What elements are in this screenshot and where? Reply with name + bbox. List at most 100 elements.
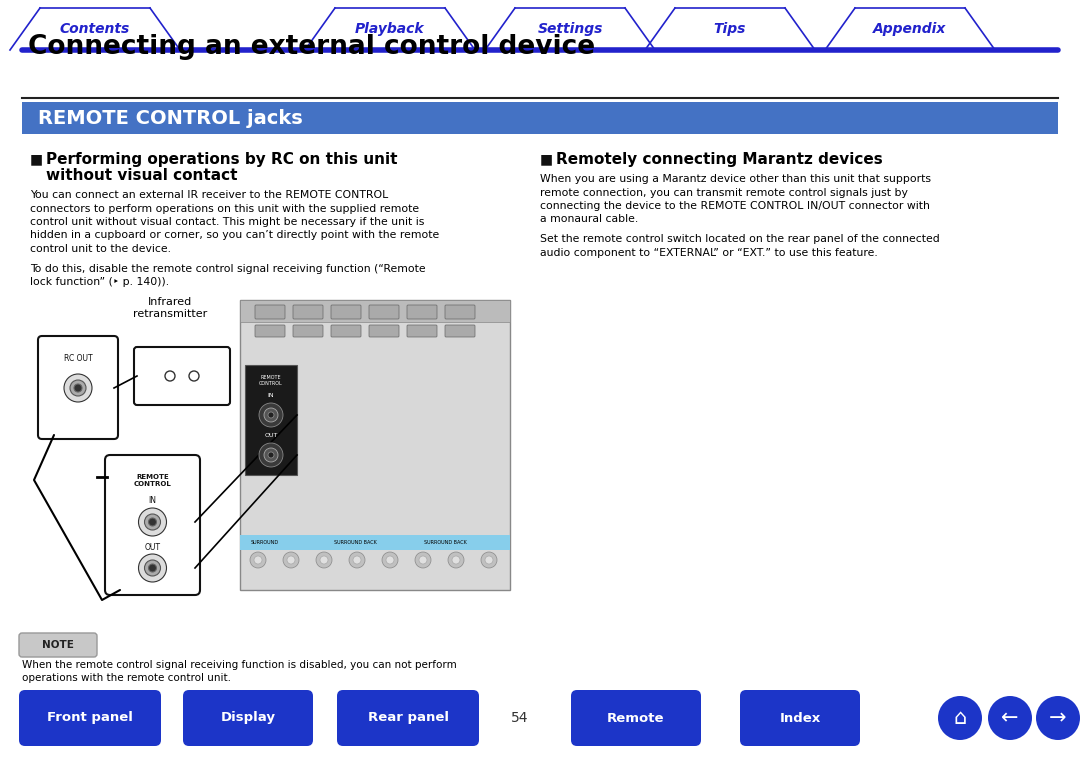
FancyBboxPatch shape (369, 305, 399, 319)
FancyBboxPatch shape (407, 325, 437, 337)
FancyBboxPatch shape (255, 305, 285, 319)
Text: operations with the remote control unit.: operations with the remote control unit. (22, 673, 231, 683)
Text: REMOTE CONTROL jacks: REMOTE CONTROL jacks (38, 109, 302, 128)
Text: IN: IN (268, 393, 274, 398)
Text: Tips: Tips (714, 22, 746, 36)
Text: SURROUND: SURROUND (251, 540, 279, 546)
FancyBboxPatch shape (293, 305, 323, 319)
Text: connectors to perform operations on this unit with the supplied remote: connectors to perform operations on this… (30, 203, 419, 214)
FancyBboxPatch shape (19, 690, 161, 746)
Circle shape (349, 552, 365, 568)
Text: control unit without visual contact. This might be necessary if the unit is: control unit without visual contact. Thi… (30, 217, 424, 227)
Circle shape (75, 384, 82, 392)
Circle shape (268, 452, 274, 458)
Circle shape (259, 443, 283, 467)
Text: Rear panel: Rear panel (367, 712, 448, 724)
Text: OUT: OUT (265, 433, 278, 438)
Text: control unit to the device.: control unit to the device. (30, 244, 171, 254)
Circle shape (283, 552, 299, 568)
Text: Index: Index (780, 712, 821, 724)
Text: Set the remote control switch located on the rear panel of the connected: Set the remote control switch located on… (540, 234, 940, 244)
FancyBboxPatch shape (571, 690, 701, 746)
Circle shape (988, 696, 1032, 740)
Circle shape (259, 403, 283, 427)
Circle shape (145, 514, 161, 530)
Text: Remotely connecting Marantz devices: Remotely connecting Marantz devices (556, 152, 882, 167)
FancyBboxPatch shape (105, 455, 200, 595)
Circle shape (268, 412, 274, 418)
FancyBboxPatch shape (369, 325, 399, 337)
Text: Appendix: Appendix (874, 22, 947, 36)
Text: NOTE: NOTE (42, 640, 73, 650)
Circle shape (481, 552, 497, 568)
Circle shape (382, 552, 399, 568)
Circle shape (70, 380, 86, 396)
Text: REMOTE
CONTROL: REMOTE CONTROL (259, 375, 283, 386)
FancyBboxPatch shape (293, 325, 323, 337)
Circle shape (939, 696, 982, 740)
FancyBboxPatch shape (740, 690, 860, 746)
Circle shape (415, 552, 431, 568)
Text: Front panel: Front panel (48, 712, 133, 724)
Text: To do this, disable the remote control signal receiving function (“Remote: To do this, disable the remote control s… (30, 263, 426, 273)
Circle shape (138, 554, 166, 582)
Circle shape (1036, 696, 1080, 740)
Circle shape (386, 556, 394, 564)
FancyBboxPatch shape (255, 325, 285, 337)
Circle shape (453, 556, 460, 564)
Text: ■: ■ (540, 152, 553, 166)
Circle shape (149, 518, 157, 526)
Text: a monaural cable.: a monaural cable. (540, 215, 638, 224)
Circle shape (353, 556, 361, 564)
Text: hidden in a cupboard or corner, so you can’t directly point with the remote: hidden in a cupboard or corner, so you c… (30, 231, 440, 240)
Text: Settings: Settings (538, 22, 603, 36)
FancyBboxPatch shape (183, 690, 313, 746)
Text: SURROUND BACK: SURROUND BACK (334, 540, 377, 546)
Text: You can connect an external IR receiver to the REMOTE CONTROL: You can connect an external IR receiver … (30, 190, 388, 200)
FancyBboxPatch shape (337, 690, 480, 746)
Text: Infrared
retransmitter: Infrared retransmitter (133, 297, 207, 319)
Text: OUT: OUT (145, 543, 161, 552)
Text: Performing operations by RC on this unit: Performing operations by RC on this unit (46, 152, 397, 167)
Circle shape (320, 556, 328, 564)
Text: ⌂: ⌂ (954, 708, 967, 728)
Circle shape (249, 552, 266, 568)
Text: Display: Display (220, 712, 275, 724)
Circle shape (149, 564, 157, 572)
FancyBboxPatch shape (445, 325, 475, 337)
Text: →: → (1050, 708, 1067, 728)
FancyBboxPatch shape (245, 365, 297, 475)
Text: When you are using a Marantz device other than this unit that supports: When you are using a Marantz device othe… (540, 174, 931, 184)
Text: 54: 54 (511, 711, 529, 725)
Text: connecting the device to the REMOTE CONTROL IN/OUT connector with: connecting the device to the REMOTE CONT… (540, 201, 930, 211)
FancyBboxPatch shape (240, 300, 510, 590)
Text: SURROUND BACK: SURROUND BACK (423, 540, 467, 546)
Circle shape (145, 560, 161, 576)
Circle shape (448, 552, 464, 568)
Text: lock function” (‣ p. 140)).: lock function” (‣ p. 140)). (30, 277, 170, 287)
Text: Contents: Contents (59, 22, 130, 36)
Circle shape (264, 408, 278, 422)
Circle shape (287, 556, 295, 564)
Circle shape (316, 552, 332, 568)
FancyBboxPatch shape (38, 336, 118, 439)
FancyBboxPatch shape (330, 325, 361, 337)
Circle shape (485, 556, 492, 564)
Circle shape (138, 508, 166, 536)
FancyBboxPatch shape (445, 305, 475, 319)
FancyBboxPatch shape (19, 633, 97, 657)
Text: ←: ← (1001, 708, 1018, 728)
FancyBboxPatch shape (22, 102, 1058, 134)
FancyBboxPatch shape (330, 305, 361, 319)
Text: remote connection, you can transmit remote control signals just by: remote connection, you can transmit remo… (540, 187, 908, 198)
Text: REMOTE
CONTROL: REMOTE CONTROL (134, 474, 172, 487)
Text: Connecting an external control device: Connecting an external control device (28, 34, 595, 60)
Text: without visual contact: without visual contact (46, 168, 238, 183)
FancyBboxPatch shape (240, 535, 510, 550)
Circle shape (254, 556, 262, 564)
Text: When the remote control signal receiving function is disabled, you can not perfo: When the remote control signal receiving… (22, 660, 457, 670)
Circle shape (264, 448, 278, 462)
Text: Remote: Remote (607, 712, 665, 724)
Text: ■: ■ (30, 152, 43, 166)
Circle shape (64, 374, 92, 402)
